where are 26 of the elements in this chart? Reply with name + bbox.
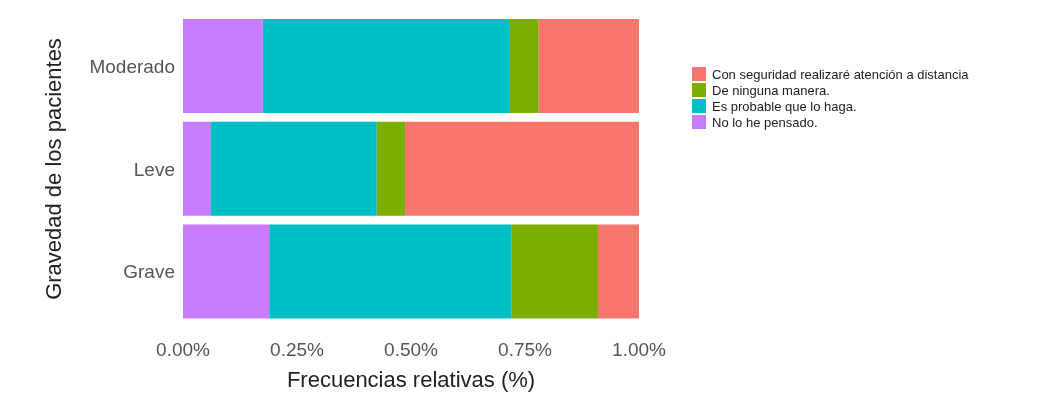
bar	[269, 224, 512, 319]
bar	[509, 19, 539, 114]
x-tick-label: 0.75%	[498, 339, 553, 361]
x-axis-title: Frecuencias relativas (%)	[286, 367, 536, 392]
x-tick-label: 0.50%	[384, 339, 439, 361]
bar	[405, 121, 639, 216]
y-tick-label: Grave	[123, 261, 175, 283]
bar	[183, 19, 263, 114]
bar	[597, 224, 639, 319]
y-tick-label: Leve	[133, 158, 175, 180]
x-tick-label: 0.25%	[270, 339, 325, 361]
bar	[183, 121, 211, 216]
bar	[376, 121, 406, 216]
legend-label: Con seguridad realizaré atención a distancia	[712, 66, 969, 82]
x-tick-label: 0.00%	[156, 339, 211, 361]
legend-label: Es probable que lo haga.	[712, 98, 857, 114]
legend-label: No lo he pensado.	[712, 114, 818, 130]
y-tick-label: Moderado	[89, 56, 175, 78]
y-axis-title: Gravedad de los pacientes	[40, 38, 66, 300]
legend-label: De ninguna manera.	[712, 82, 830, 98]
bar	[210, 121, 377, 216]
bar	[538, 19, 639, 114]
bar	[262, 19, 510, 114]
bar	[511, 224, 598, 319]
bar	[183, 224, 270, 319]
x-tick-label: 1.00%	[612, 339, 667, 361]
